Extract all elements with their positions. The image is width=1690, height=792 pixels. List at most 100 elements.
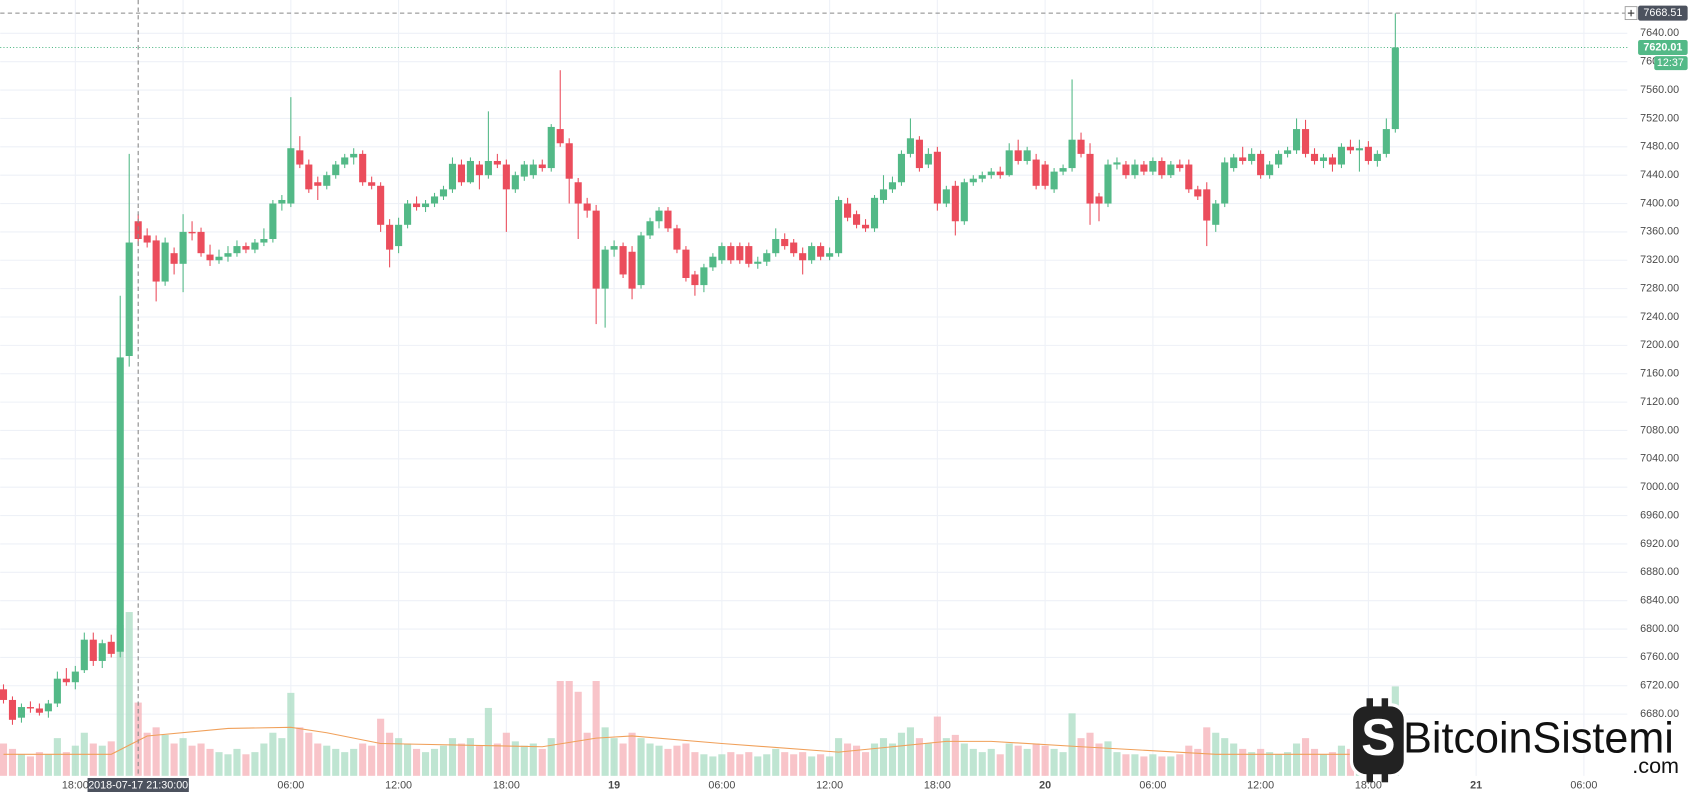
candle-body — [1346, 146, 1354, 151]
candle-body — [116, 357, 124, 652]
volume-bar — [951, 734, 959, 776]
candle-body — [951, 185, 959, 222]
candle-body — [502, 164, 510, 190]
candle-body — [161, 242, 169, 282]
volume-bar — [395, 738, 403, 776]
volume-bar — [296, 727, 304, 776]
candle-body — [278, 199, 286, 204]
x-tick-label: 06:00 — [1139, 779, 1166, 791]
y-tick-label: 6800.00 — [1640, 623, 1679, 635]
volume-bar — [170, 743, 178, 776]
candle-body — [26, 707, 34, 709]
volume-bar — [583, 732, 591, 776]
candle-body — [610, 246, 618, 250]
volume-bar — [1023, 748, 1031, 776]
volume-bar — [960, 743, 968, 776]
candle-body — [188, 231, 196, 234]
volume-bar — [430, 748, 439, 776]
candle-body — [251, 242, 259, 250]
volume-bar — [1310, 748, 1319, 776]
candle-body — [107, 641, 115, 654]
volume-bar — [511, 741, 519, 776]
candle-body — [969, 178, 977, 183]
candle-body — [1131, 164, 1139, 176]
candle-body — [763, 253, 771, 262]
volume-bar — [1086, 732, 1094, 776]
volume-bar — [745, 752, 753, 776]
volume-bar — [1176, 754, 1184, 776]
candle-body — [1382, 129, 1390, 154]
volume-bar — [1032, 743, 1040, 776]
candle-body — [664, 210, 672, 229]
volume-bar — [188, 745, 196, 776]
volume-bar — [404, 743, 412, 776]
candle-body — [359, 153, 367, 183]
candle-body — [915, 139, 923, 169]
candle-body — [547, 126, 555, 169]
candle-body — [421, 203, 430, 208]
volume-bar — [1292, 743, 1301, 776]
candle-body — [1023, 150, 1031, 161]
candle-body — [1266, 164, 1274, 176]
volume-bar — [1158, 756, 1166, 776]
price-pane — [0, 13, 1399, 725]
volume-bar — [1301, 738, 1310, 776]
candle-body — [350, 153, 358, 158]
y-tick-label: 7480.00 — [1640, 141, 1679, 153]
volume-bar — [709, 756, 717, 776]
candle-body — [906, 138, 914, 154]
volume-bar — [116, 624, 124, 776]
volume-bar — [1095, 743, 1103, 776]
volume-bar — [592, 681, 600, 776]
candle-body — [637, 235, 645, 286]
y-tick-label: 6920.00 — [1640, 538, 1679, 550]
watermark-icon — [1349, 703, 1407, 778]
volume-bar — [610, 738, 618, 776]
y-tick-label: 6880.00 — [1640, 566, 1679, 578]
countdown-label: 12:37 — [1657, 57, 1684, 69]
volume-bar — [691, 752, 699, 776]
volume-bar — [233, 748, 241, 776]
candle-body — [870, 197, 879, 229]
volume-bar — [844, 743, 852, 776]
volume-bar — [664, 748, 672, 776]
y-tick-label: 7560.00 — [1640, 84, 1679, 96]
volume-bar — [89, 743, 97, 776]
candle-body — [888, 182, 897, 190]
x-tick-label: 19 — [608, 779, 620, 791]
volume-bar — [996, 754, 1004, 776]
candle-body — [1284, 150, 1292, 154]
candle-body — [386, 224, 394, 250]
candle-body — [457, 164, 466, 183]
volume-bar — [682, 743, 690, 776]
candle-body — [1095, 196, 1103, 204]
candle-body — [1221, 162, 1229, 204]
candle-body — [296, 150, 304, 165]
candle-body — [1176, 164, 1184, 169]
candle-body — [700, 267, 708, 286]
volume-bar — [861, 752, 870, 776]
volume-bar — [924, 743, 932, 776]
candle-body — [1337, 146, 1346, 165]
candle-body — [718, 246, 726, 261]
volume-bar — [942, 738, 950, 776]
candle-body — [861, 224, 870, 229]
last-price-label: 7620.01 — [1643, 41, 1682, 53]
volume-bar — [547, 738, 555, 776]
candle-body — [781, 238, 789, 247]
volume-bar — [8, 748, 17, 776]
volume-bar — [466, 738, 474, 776]
y-tick-label: 7000.00 — [1640, 481, 1679, 493]
volume-bar — [1131, 754, 1139, 776]
volume-bar — [1239, 748, 1247, 776]
volume-bar — [1140, 756, 1148, 776]
candle-body — [1014, 150, 1022, 161]
watermark-icon — [1381, 698, 1389, 783]
candle-body — [206, 254, 214, 261]
watermark-text: BitcoinSistemi — [1403, 715, 1674, 763]
candle-body — [143, 235, 151, 243]
volume-bar — [17, 754, 26, 776]
candle-body — [655, 210, 663, 222]
candle-body — [574, 182, 582, 204]
volume-bar — [529, 743, 537, 776]
